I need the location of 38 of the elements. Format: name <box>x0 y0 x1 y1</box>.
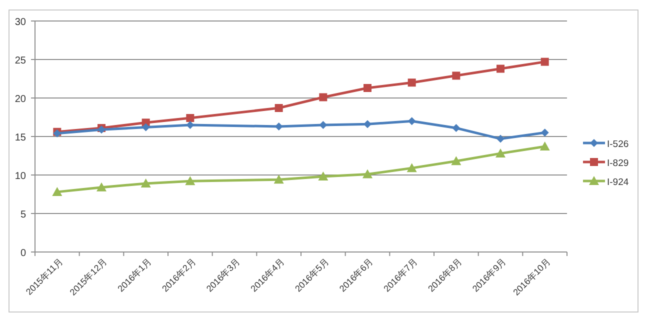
legend-label: I-526 <box>607 139 629 150</box>
y-tick-label: 20 <box>14 94 26 105</box>
point <box>319 120 328 129</box>
y-tick-label: 10 <box>14 171 26 182</box>
point <box>540 128 549 137</box>
point <box>496 148 506 158</box>
point <box>96 182 106 192</box>
point <box>364 84 372 92</box>
point <box>540 58 549 66</box>
legend-label: I-924 <box>607 177 629 188</box>
point <box>318 172 328 181</box>
y-tick-label: 5 <box>20 210 26 220</box>
point <box>452 124 460 132</box>
point <box>362 169 372 178</box>
point <box>451 156 462 166</box>
point <box>274 122 283 130</box>
point <box>364 120 372 128</box>
point <box>185 176 196 186</box>
y-tick-label: 30 <box>14 17 26 28</box>
point <box>274 104 283 112</box>
point <box>406 163 417 172</box>
point <box>274 174 284 184</box>
point <box>52 186 62 196</box>
point <box>186 114 194 122</box>
point <box>452 72 460 80</box>
point <box>319 93 328 102</box>
point <box>496 134 504 143</box>
y-tick-label: 0 <box>20 248 26 259</box>
legend-label: I-829 <box>607 158 629 169</box>
point <box>408 117 416 126</box>
point <box>540 142 550 151</box>
point <box>186 120 194 129</box>
y-tick-label: 15 <box>14 132 26 144</box>
point <box>140 178 151 188</box>
point <box>496 64 504 73</box>
point <box>408 78 416 87</box>
point <box>142 123 150 132</box>
y-tick-label: 25 <box>14 56 26 66</box>
